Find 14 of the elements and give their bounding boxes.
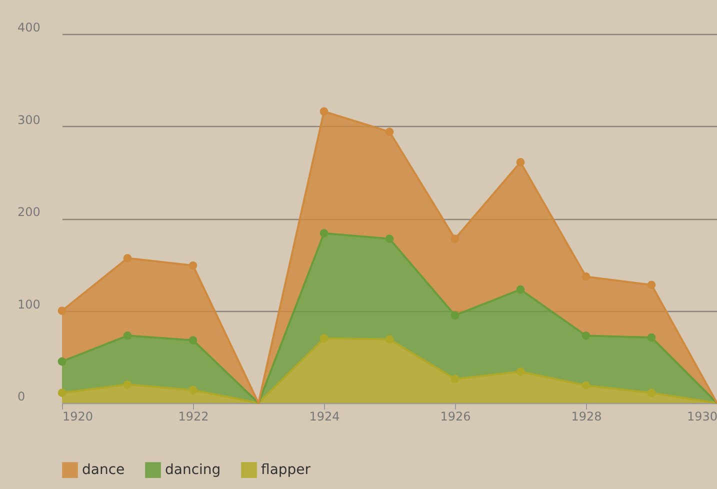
- y-tick-label: 400: [18, 20, 40, 34]
- x-tick-label: 1930: [686, 410, 717, 424]
- x-tick-label: 1922: [178, 410, 209, 424]
- x-tick-label: 1920: [62, 410, 94, 424]
- x-tick-label: 1924: [309, 410, 340, 424]
- legend-label: dancing: [165, 462, 221, 478]
- y-tick-label: 300: [18, 112, 40, 127]
- y-tick-label: 200: [18, 205, 40, 219]
- legend-label: dance: [82, 462, 125, 478]
- x-tick-label: 1928: [571, 410, 602, 424]
- y-tick-label: 100: [18, 297, 40, 312]
- y-tick-label: 0: [18, 390, 26, 404]
- x-tick-label: 1926: [440, 410, 471, 424]
- legend-label: flapper: [261, 462, 311, 478]
